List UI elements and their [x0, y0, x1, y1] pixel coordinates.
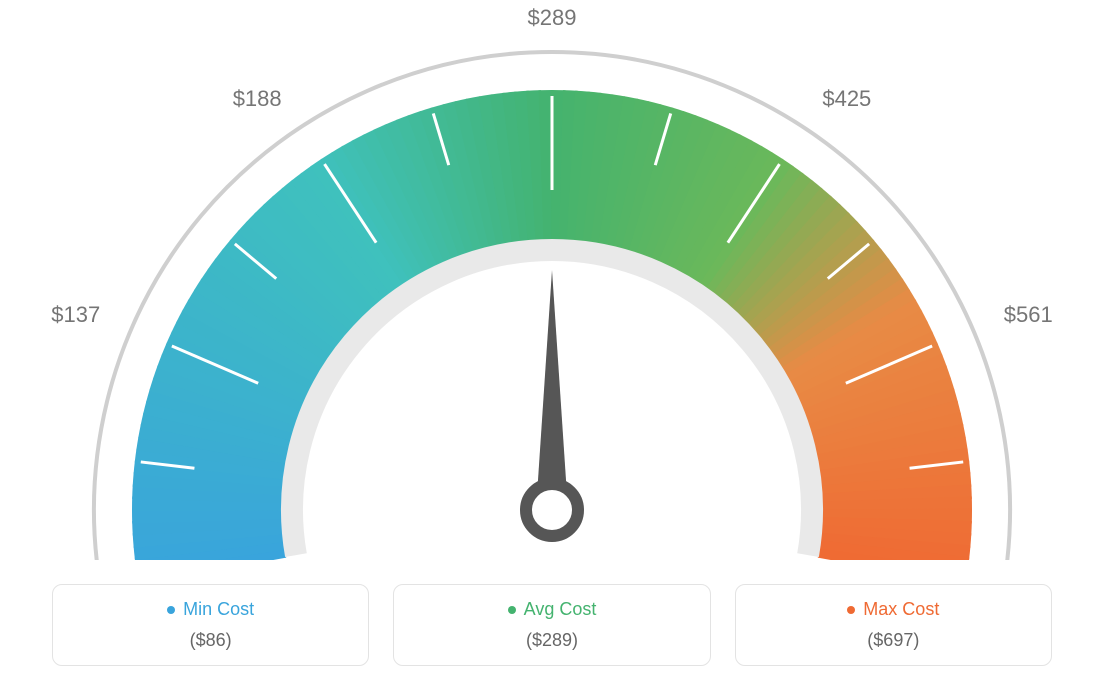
- legend-title-max: Max Cost: [847, 599, 939, 620]
- legend-label-min: Min Cost: [183, 599, 254, 620]
- gauge-tick-label: $425: [822, 86, 871, 111]
- gauge-area: $86$137$188$289$425$561$697: [0, 0, 1104, 560]
- legend-dot-min: [167, 606, 175, 614]
- legend-card-max: Max Cost ($697): [735, 584, 1052, 666]
- legend-value-avg: ($289): [394, 630, 709, 651]
- legend-value-min: ($86): [53, 630, 368, 651]
- gauge-tick-label: $561: [1004, 302, 1053, 327]
- legend-row: Min Cost ($86) Avg Cost ($289) Max Cost …: [0, 584, 1104, 666]
- gauge-needle: [536, 270, 568, 510]
- legend-dot-max: [847, 606, 855, 614]
- gauge-tick-label: $188: [233, 86, 282, 111]
- cost-gauge-chart: $86$137$188$289$425$561$697 Min Cost ($8…: [0, 0, 1104, 690]
- gauge-needle-hub: [526, 484, 578, 536]
- gauge-tick-label: $137: [51, 302, 100, 327]
- legend-title-min: Min Cost: [167, 599, 254, 620]
- legend-value-max: ($697): [736, 630, 1051, 651]
- legend-card-avg: Avg Cost ($289): [393, 584, 710, 666]
- legend-dot-avg: [508, 606, 516, 614]
- legend-label-avg: Avg Cost: [524, 599, 597, 620]
- gauge-svg: $86$137$188$289$425$561$697: [0, 0, 1104, 560]
- legend-title-avg: Avg Cost: [508, 599, 597, 620]
- gauge-tick-label: $289: [528, 5, 577, 30]
- legend-label-max: Max Cost: [863, 599, 939, 620]
- legend-card-min: Min Cost ($86): [52, 584, 369, 666]
